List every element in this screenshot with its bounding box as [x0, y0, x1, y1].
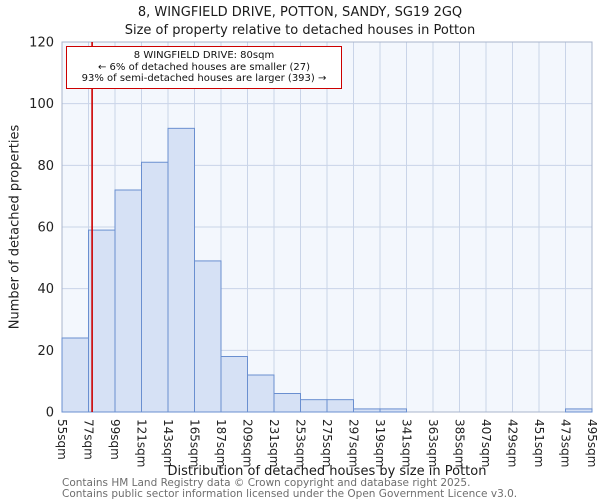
svg-text:341sqm: 341sqm	[400, 419, 414, 467]
svg-text:187sqm: 187sqm	[214, 419, 228, 467]
footer: Contains HM Land Registry data © Crown c…	[62, 478, 517, 500]
svg-text:100: 100	[29, 97, 54, 112]
svg-text:495sqm: 495sqm	[585, 419, 599, 467]
svg-text:319sqm: 319sqm	[373, 419, 387, 467]
svg-text:209sqm: 209sqm	[241, 419, 255, 467]
svg-text:297sqm: 297sqm	[347, 419, 361, 467]
footer-licence-line: Contains public sector information licen…	[62, 487, 518, 500]
svg-text:165sqm: 165sqm	[188, 419, 202, 467]
svg-text:77sqm: 77sqm	[82, 419, 96, 460]
annotation-larger-line: 93% of semi-detached houses are larger (…	[81, 73, 327, 84]
svg-text:99sqm: 99sqm	[108, 419, 122, 460]
svg-text:40: 40	[37, 282, 54, 297]
footer-copyright-line: Contains HM Land Registry data © Crown c…	[62, 477, 471, 489]
svg-text:473sqm: 473sqm	[559, 419, 573, 467]
svg-text:275sqm: 275sqm	[320, 419, 334, 467]
chart-title: 8, WINGFIELD DRIVE, POTTON, SANDY, SG19 …	[137, 5, 463, 20]
annotation-box: 8 WINGFIELD DRIVE: 80sqm ← 6% of detache…	[66, 46, 342, 89]
svg-text:120: 120	[29, 36, 54, 51]
svg-text:407sqm: 407sqm	[479, 419, 493, 467]
svg-text:143sqm: 143sqm	[161, 419, 175, 467]
annotation-smaller-line: ← 6% of detached houses are smaller (27)	[98, 61, 310, 73]
svg-text:451sqm: 451sqm	[532, 419, 546, 467]
chart-subtitle: Size of property relative to detached ho…	[124, 23, 476, 38]
svg-text:0: 0	[46, 406, 54, 421]
svg-text:60: 60	[37, 221, 54, 236]
svg-text:385sqm: 385sqm	[453, 419, 467, 467]
x-axis-label: Distribution of detached houses by size …	[167, 464, 487, 479]
svg-text:121sqm: 121sqm	[135, 419, 149, 467]
svg-text:253sqm: 253sqm	[294, 419, 308, 467]
y-axis-label: Number of detached properties	[7, 124, 23, 330]
svg-text:80: 80	[37, 159, 54, 174]
svg-text:55sqm: 55sqm	[55, 419, 69, 460]
svg-text:231sqm: 231sqm	[267, 419, 281, 467]
svg-text:429sqm: 429sqm	[506, 419, 520, 467]
annotation-property-line: 8 WINGFIELD DRIVE: 80sqm	[133, 50, 275, 61]
svg-text:363sqm: 363sqm	[426, 419, 440, 467]
svg-text:20: 20	[37, 344, 54, 359]
